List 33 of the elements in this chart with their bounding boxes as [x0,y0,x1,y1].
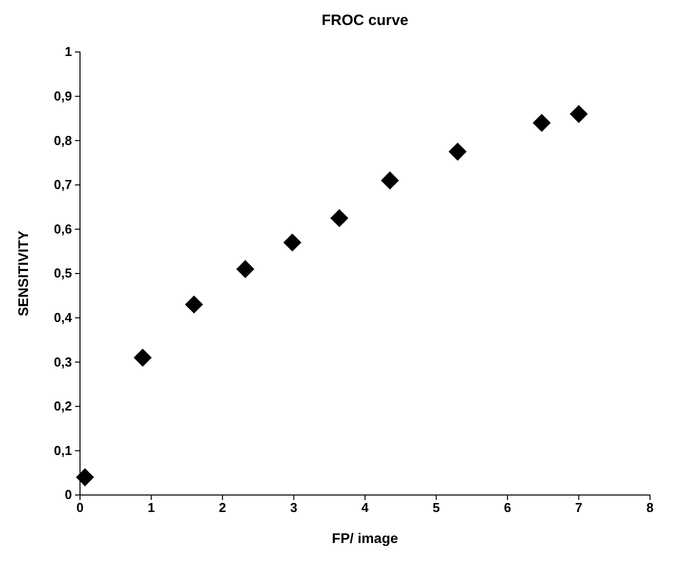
y-tick-label: 0,3 [54,354,72,370]
x-tick-label: 7 [575,500,582,516]
point [380,171,399,190]
x-tick-label: 1 [148,500,155,516]
y-tick-label: 0,6 [54,221,72,236]
y-tick-label: 0,5 [54,266,72,281]
y-tick-label: 0,7 [54,177,72,192]
y-axis-title: SENSITIVITY [15,230,31,316]
point [236,260,254,278]
y-tick-label: 0,8 [54,132,72,148]
x-tick-label: 5 [432,500,440,516]
y-tick-label: 1 [64,44,72,60]
point [532,114,551,132]
point [283,233,302,252]
y-tick-label: 0,4 [54,310,73,325]
point [76,468,94,486]
y-tick-label: 0,2 [54,398,72,414]
y-tick-label: 0,9 [54,88,72,104]
x-tick-label: 3 [290,500,298,516]
point [184,295,204,314]
x-tick-label: 6 [504,500,512,516]
chart-title: FROC curve [322,12,408,29]
point [570,104,588,124]
point [134,348,152,367]
x-tick-label: 2 [218,500,226,516]
x-tick-label: 4 [361,500,370,516]
x-tick-label: 0 [76,500,84,516]
x-tick-label: 8 [646,500,654,516]
x-axis-title: FP/ image [332,530,398,546]
point [330,209,348,228]
y-tick-label: 0 [64,487,72,502]
point [448,142,467,161]
y-tick-label: 0,1 [54,442,72,458]
